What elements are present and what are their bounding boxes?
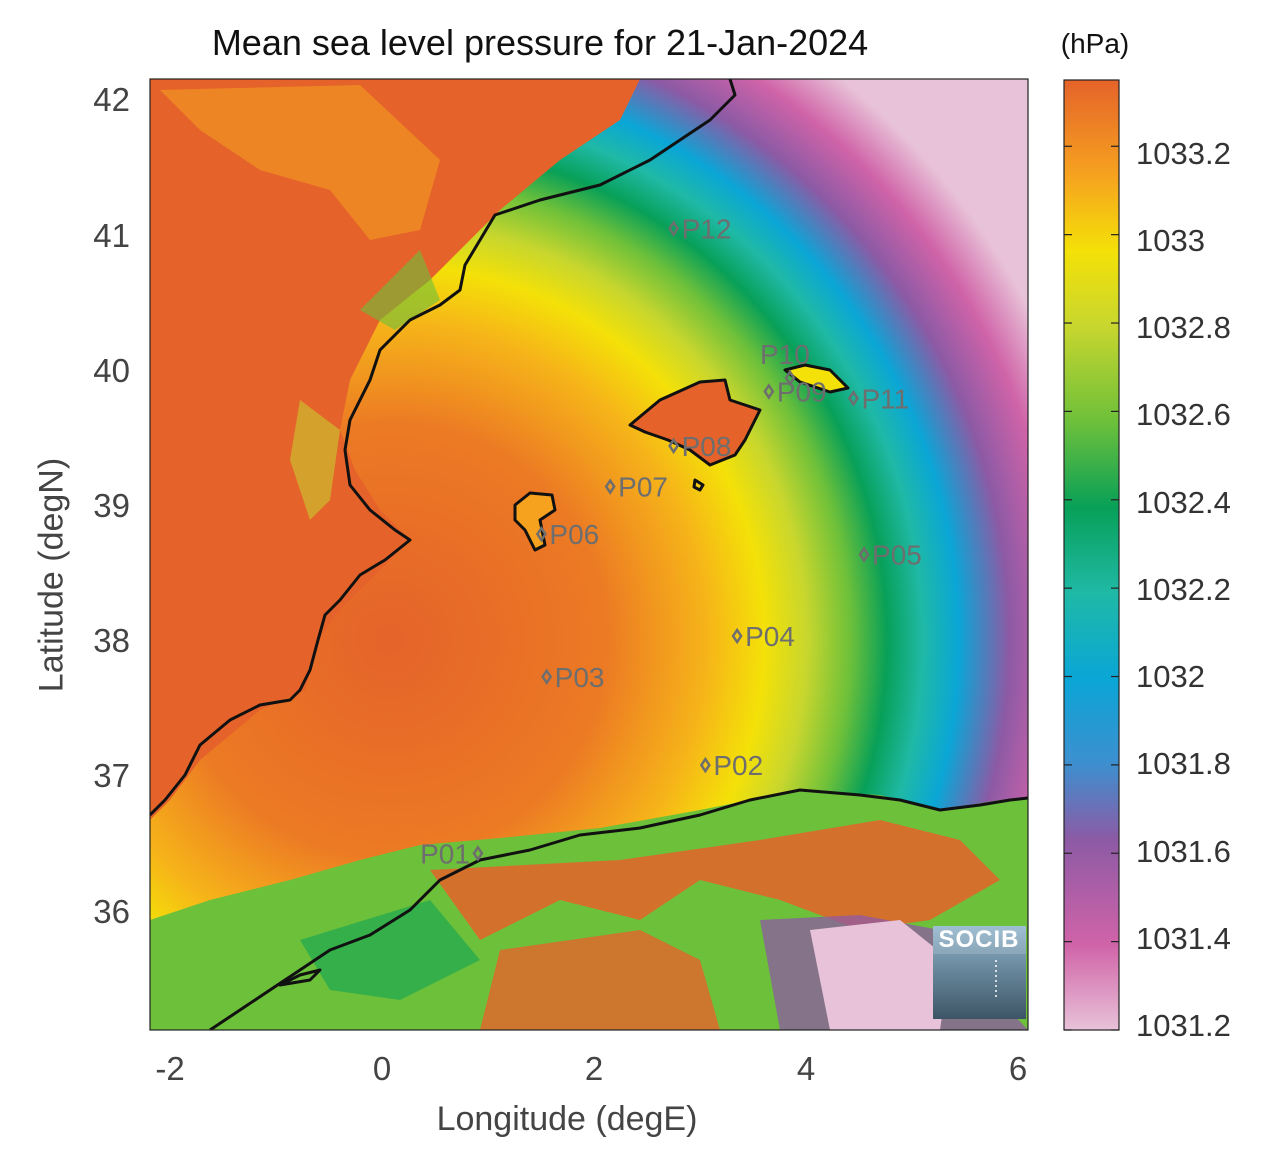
lat-tick-36: 36	[93, 893, 130, 930]
lon-tick-4: 4	[796, 1050, 816, 1087]
island-menorca	[785, 365, 848, 392]
point-marker-p11	[847, 390, 859, 407]
point-marker-p09	[763, 383, 775, 400]
sampling-points: P01 P02 P03 P04 P05 P06 P07 P08 P09 P10 P11 P12	[420, 213, 922, 869]
point-label-p09: P09	[777, 376, 827, 407]
map-frame	[149, 78, 1029, 1031]
point-marker-p07	[604, 478, 616, 495]
coastline	[150, 79, 1028, 1030]
cb-tick-1032-2: 1032.2	[1136, 572, 1231, 607]
lat-tick-38: 38	[93, 622, 130, 659]
point-label-p07: P07	[618, 472, 668, 503]
island-ibiza	[515, 493, 555, 550]
point-label-p11: P11	[861, 383, 909, 414]
point-marker-p12	[668, 220, 680, 237]
island-mallorca	[630, 380, 760, 465]
lat-tick-37: 37	[93, 757, 130, 794]
cb-tick-1032-8: 1032.8	[1136, 310, 1231, 345]
cb-tick-1031-8: 1031.8	[1136, 746, 1231, 781]
cb-tick-1033-2: 1033.2	[1136, 136, 1231, 171]
lon-tick-6: 6	[1008, 1050, 1028, 1087]
map-title: Mean sea level pressure for 21-Jan-2024	[211, 22, 869, 63]
point-label-p08: P08	[682, 431, 732, 462]
point-marker-p04	[731, 627, 743, 645]
point-label-p03: P03	[555, 662, 605, 693]
point-marker-p02	[699, 756, 711, 774]
socib-logo: SOCIB	[933, 926, 1026, 1019]
cb-tick-1031-4: 1031.4	[1136, 921, 1231, 956]
cb-tick-1032-4: 1032.4	[1136, 485, 1231, 520]
lon-tick-0: 0	[372, 1050, 392, 1087]
point-label-p12: P12	[682, 213, 732, 244]
cb-tick-1032-6: 1032.6	[1136, 397, 1231, 432]
lat-tick-39: 39	[93, 487, 130, 524]
lat-tick-41: 41	[93, 217, 130, 254]
x-axis-label: Longitude (degE)	[436, 1100, 698, 1138]
lat-tick-40: 40	[93, 352, 130, 389]
point-marker-p03	[541, 668, 553, 686]
lon-tick-m2: -2	[155, 1050, 185, 1087]
point-marker-p10	[784, 369, 796, 387]
point-label-p04: P04	[745, 621, 795, 652]
cb-tick-1033: 1033	[1136, 223, 1205, 258]
point-marker-p05	[858, 546, 870, 563]
logo-text: SOCIB	[938, 926, 1019, 953]
colorbar	[1063, 79, 1120, 1031]
point-marker-p08	[668, 437, 680, 455]
point-marker-p01	[472, 845, 484, 862]
pressure-field	[150, 79, 1028, 1030]
point-label-p06: P06	[549, 519, 599, 550]
point-label-p02: P02	[713, 750, 763, 781]
land-iberia	[150, 79, 640, 820]
colorbar-units: (hPa)	[1060, 28, 1130, 59]
point-label-p10: P10	[760, 339, 810, 370]
cb-tick-1031-6: 1031.6	[1136, 834, 1231, 869]
lat-tick-42: 42	[93, 81, 130, 118]
cb-tick-1032: 1032	[1136, 659, 1205, 694]
point-marker-p06	[535, 525, 547, 543]
point-label-p05: P05	[872, 540, 922, 571]
point-label-p01: P01	[420, 838, 470, 869]
cb-tick-1031-2: 1031.2	[1136, 1008, 1231, 1043]
lon-tick-2: 2	[584, 1050, 604, 1087]
